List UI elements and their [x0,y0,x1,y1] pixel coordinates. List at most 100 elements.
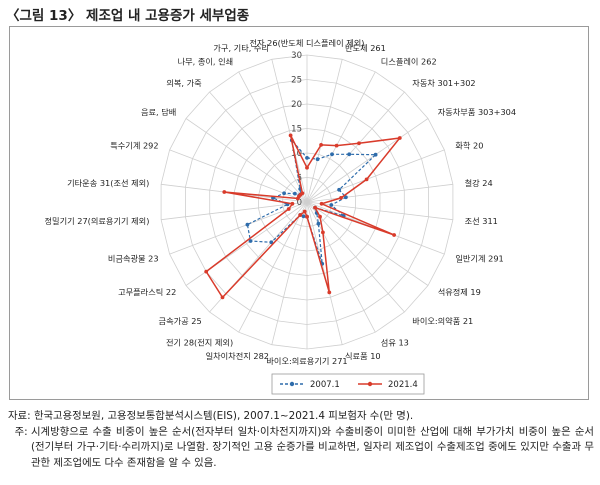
data-point [290,201,295,206]
spoke-line [306,71,376,203]
spoke-line [238,201,308,333]
legend-marker-2007.1 [289,381,295,387]
tick-label: 0 [297,198,302,208]
spoke-line [306,201,405,313]
data-point [286,207,291,211]
category-label: 가구, 기타, 수리 [213,43,269,53]
category-label: 특수기계 292 [110,141,158,151]
legend-marker-2021.4 [367,381,373,387]
data-point [334,143,339,148]
data-point [397,136,402,140]
spoke-line [306,149,445,203]
category-label: 비금속광물 23 [108,253,159,263]
data-point [316,221,321,226]
data-point [305,156,309,160]
data-point [339,196,343,200]
spoke-line [161,201,308,221]
legend-box [271,373,425,395]
legend-label-2007.1: 2007.1 [310,380,340,390]
legend-label-2021.4: 2021.4 [388,380,418,390]
data-point [344,195,348,200]
category-label: 디스플레이 262 [381,56,437,66]
category-label: 정밀기기 27(의료용기기 제외) [45,216,150,226]
data-point [330,152,334,157]
spoke-line [209,91,308,203]
chart-frame: 0 5 10 15 20 25 30 전자 26(반도체 디스플레이 제외) 반도체 261 디스… [9,26,589,400]
category-label: 화학 20 [455,141,483,151]
category-label: 바이오:의료용기기 271 [266,356,347,366]
spoke-line [271,201,308,345]
spoke-line [306,59,343,203]
data-point [319,201,324,206]
data-point [329,203,334,207]
data-point [293,191,297,196]
spoke-line [169,201,308,255]
spoke-line [306,183,453,203]
category-label: 조선 311 [465,216,498,226]
category-label: 전기 28(전지 제외) [166,338,233,348]
data-point [392,233,396,237]
data-point [298,213,303,217]
category-label: 전자 26(반도체 디스플레이 제외) [249,38,364,48]
category-label: 석유정제 19 [438,287,481,297]
tick-label: 25 [291,76,302,86]
source-note-text: 한국고용정보원, 고용정보통합분석시스템(EIS), 2007.1~2021.4… [33,410,414,422]
spoke-line [238,71,308,203]
spoke-line [306,201,429,286]
category-label: 자동차부품 303+304 [438,107,516,117]
category-label: 의복, 가죽 [166,78,202,88]
data-point [357,141,361,146]
category-label: 일반기계 291 [455,253,503,263]
footnote: 주: 시계방향으로 수출 비중이 높은 순서(전자부터 일차·이차전지까지)와 … [8,425,594,472]
tick-label: 30 [291,51,302,61]
series-line-2007.1 [246,138,378,264]
data-point [302,209,307,214]
spoke-line [306,201,343,345]
tick-label: 15 [291,125,302,135]
data-point [222,190,227,194]
data-point [245,222,250,227]
data-point [305,165,309,170]
data-point [282,191,286,196]
data-point [347,152,352,157]
data-point [327,290,332,295]
data-point [220,295,225,300]
source-note-label: 자료: [8,410,34,422]
category-label: 바이오:의약품 21 [412,316,473,326]
data-point [248,239,253,243]
data-point [313,205,317,210]
spoke-line [306,91,405,203]
figure-notes: 자료: 한국고용정보원, 고용정보통합분석시스템(EIS), 2007.1~20… [8,409,594,471]
category-label: 반도체 261 [345,43,386,53]
source-note: 자료: 한국고용정보원, 고용정보통합분석시스템(EIS), 2007.1~20… [8,409,594,425]
category-label: 고무플라스틱 22 [118,287,176,297]
category-label: 일차이차전지 282 [206,351,269,361]
data-point [319,143,323,147]
spoke-line [185,118,308,203]
figure-title: 〈그림 13〉 제조업 내 고용증가 세부업종 [6,8,250,24]
data-point [315,157,320,162]
data-point [301,214,306,219]
category-label: 섬유 13 [381,338,409,348]
data-point [337,187,341,192]
category-label: 식료품 10 [345,351,381,361]
data-point [204,269,209,274]
footnote-label: 주: [8,425,31,438]
category-label: 금속가공 25 [159,316,202,326]
data-point [305,214,309,219]
tick-label: 10 [291,149,302,159]
data-point [269,240,274,245]
data-point [321,230,325,235]
data-point [288,133,293,138]
footnote-text: 시계방향으로 수출 비중이 높은 순서(전자부터 일차·이차전지까지)와 수출비… [30,425,594,469]
category-label: 기타운송 31(조선 제외) [67,178,149,188]
category-label: 철강 24 [465,178,493,188]
data-point [364,177,369,182]
category-label: 자동차 301+302 [412,78,475,88]
category-label: 음료, 담배 [141,107,176,117]
data-point [300,191,305,196]
tick-label: 20 [291,100,302,110]
spoke-line [306,118,429,203]
category-label: 나무, 종이, 인쇄 [178,56,234,66]
